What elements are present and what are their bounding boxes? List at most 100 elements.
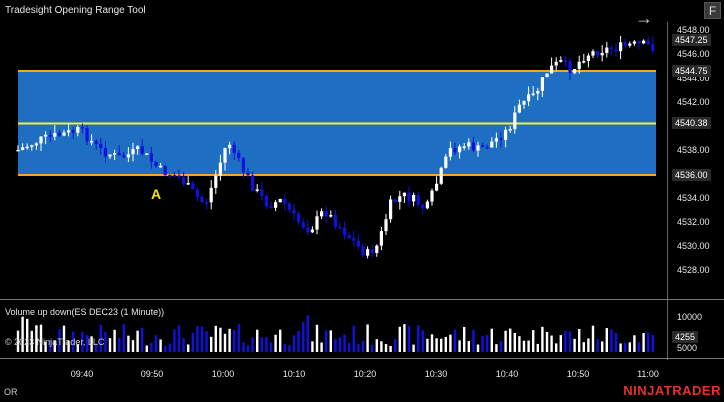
candle-body: [343, 227, 347, 236]
volume-bar: [619, 343, 622, 352]
volume-bar: [522, 340, 526, 352]
price-tick: 4534.00: [677, 193, 710, 203]
candle-body: [338, 226, 342, 229]
candle-body: [536, 90, 540, 94]
time-tick: 10:50: [566, 369, 590, 379]
candle-body: [379, 231, 383, 246]
candle-body: [172, 175, 176, 177]
volume-bar: [233, 330, 236, 352]
volume-bar: [297, 330, 300, 352]
candle-body: [21, 147, 25, 150]
volume-bar: [504, 330, 507, 352]
volume-bar: [260, 337, 263, 352]
nav-arrow-icon[interactable]: →: [635, 8, 653, 28]
volume-bar: [628, 342, 631, 352]
volume-bar: [145, 345, 148, 352]
volume-bar: [361, 340, 365, 352]
volume-bar: [582, 342, 585, 352]
volume-bar: [499, 340, 503, 352]
candle-body: [425, 201, 429, 209]
or-label: OR: [4, 387, 18, 397]
candle-body: [458, 146, 462, 153]
volume-bar: [118, 338, 121, 352]
price-tick: 4528.00: [677, 265, 710, 275]
candle-body: [421, 204, 425, 209]
candle-body: [522, 101, 526, 105]
volume-bar: [633, 335, 636, 352]
candle-body: [563, 60, 567, 62]
volume-bar: [430, 334, 434, 352]
candle-body: [269, 206, 273, 208]
volume-bar: [141, 327, 144, 352]
candle-body: [200, 196, 204, 203]
candle-body: [444, 156, 448, 168]
candle-body: [407, 192, 411, 202]
volume-bar: [49, 339, 52, 352]
volume-bar: [76, 344, 79, 352]
price-tick: 4548.00: [677, 25, 710, 35]
candle-body: [600, 52, 604, 56]
volume-bar: [647, 332, 650, 352]
candle-body: [53, 133, 57, 137]
candle-body: [513, 112, 517, 130]
volume-bar: [407, 325, 411, 352]
volume-bar: [113, 329, 116, 352]
volume-bar: [596, 339, 599, 352]
candle-body: [435, 183, 439, 191]
volume-bar: [614, 332, 618, 352]
volume-bar: [490, 328, 493, 352]
volume-bar: [200, 326, 204, 352]
volume-bar: [325, 330, 328, 352]
candle-body: [71, 130, 75, 133]
volume-bar: [214, 325, 217, 352]
candle-body: [554, 61, 558, 66]
candle-body: [315, 216, 319, 230]
volume-bar: [127, 335, 130, 352]
volume-bar: [16, 330, 20, 352]
price-tick: 4546.00: [677, 49, 710, 59]
time-tick: 10:10: [282, 369, 306, 379]
volume-bar: [53, 340, 56, 352]
candle-body: [596, 51, 600, 56]
volume-bar: [72, 331, 75, 352]
candle-body: [145, 153, 149, 155]
candle-body: [39, 136, 43, 144]
candle-body: [628, 43, 632, 46]
candle-body: [402, 192, 406, 197]
volume-bar: [58, 328, 61, 352]
volume-bar: [187, 344, 190, 352]
volume-bar: [274, 334, 277, 352]
volume-bar: [173, 329, 176, 352]
candle-body: [159, 165, 163, 168]
candle-body: [62, 132, 66, 136]
candle-body: [57, 133, 61, 136]
candle-body: [568, 60, 572, 74]
volume-bar: [338, 337, 342, 352]
volume-bar: [320, 342, 323, 352]
candle-body: [609, 47, 613, 50]
candle-body: [389, 199, 393, 220]
volume-bar: [550, 335, 553, 352]
volume-bar: [182, 338, 185, 352]
volume-bar: [81, 331, 84, 352]
volume-bar: [624, 342, 627, 352]
volume-bar: [196, 326, 199, 352]
volume-bars: [16, 315, 654, 352]
volume-bar: [389, 345, 392, 352]
candle-body: [398, 196, 402, 202]
price-tick: 4544.00: [677, 73, 710, 83]
candle-body: [490, 141, 494, 148]
candle-body: [205, 202, 209, 204]
volume-bar: [39, 324, 43, 352]
time-tick: 09:50: [140, 369, 164, 379]
candle-body: [448, 147, 452, 157]
candle-body: [504, 129, 508, 141]
candle-body: [517, 104, 521, 113]
volume-bar: [421, 330, 424, 352]
f-button[interactable]: F: [704, 2, 721, 19]
volume-bar: [329, 330, 332, 352]
candle-body: [329, 215, 333, 217]
volume-bar: [426, 338, 429, 352]
candle-body: [485, 147, 489, 149]
